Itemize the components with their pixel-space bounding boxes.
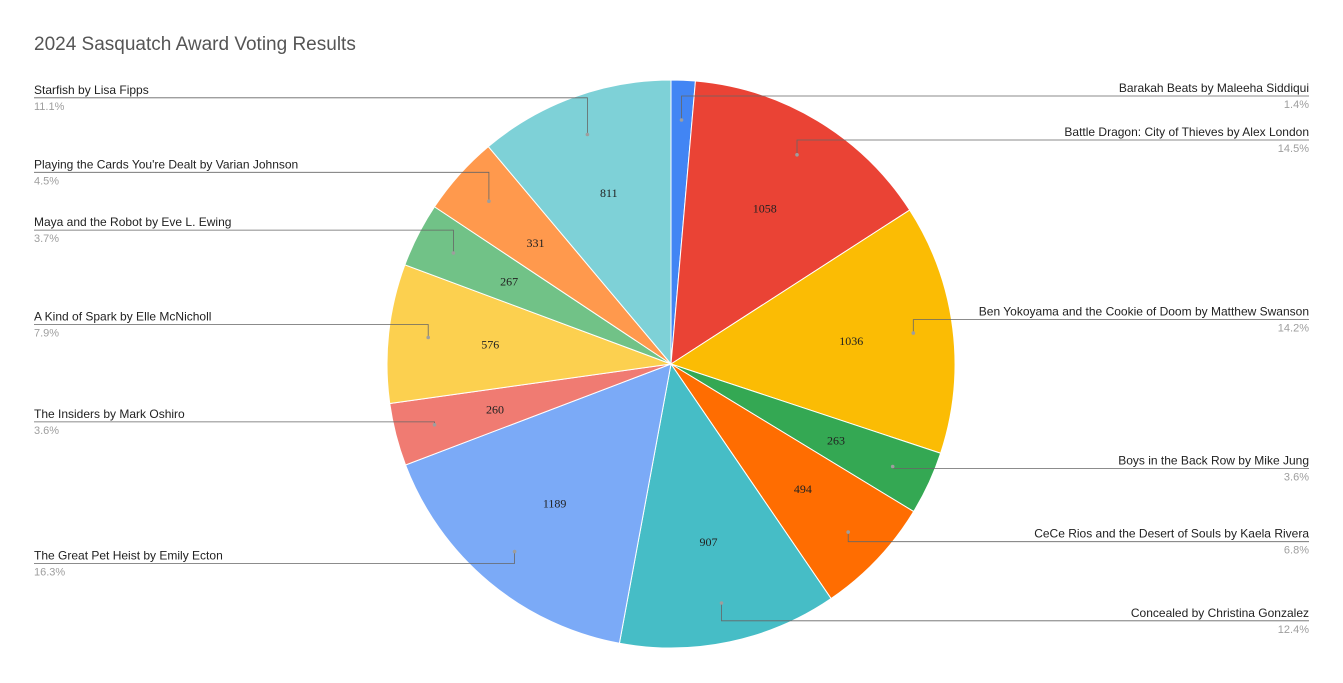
leader-line [34, 229, 454, 253]
leader-dot [679, 118, 684, 122]
slice-percent-label: 12.4% [1278, 624, 1309, 636]
leader-dot [890, 464, 895, 469]
slice-label: Maya and the Robot by Eve L. Ewing [34, 215, 231, 229]
slice-value-label: 907 [700, 535, 718, 549]
leader-dot [487, 199, 491, 203]
slice-label: Barakah Beats by Maleeha Siddiqui [1119, 81, 1309, 95]
leader-dot [512, 549, 517, 554]
leader-dot [846, 530, 850, 534]
slice-label: Starfish by Lisa Fipps [34, 83, 149, 97]
slice-value-label: 331 [527, 236, 545, 250]
slice-value-label: 576 [481, 337, 499, 351]
leader-dot [426, 335, 431, 340]
leader-dot [432, 423, 437, 427]
slice-value-labels: 1058 1036 263 494 907 1189 260 576 267 331 811 [481, 186, 863, 549]
leader-lines [34, 95, 1309, 622]
leader-dot [795, 153, 799, 157]
slice-label: Playing the Cards You're Dealt by Varian… [34, 157, 298, 171]
slice-label: Concealed by Christina Gonzalez [1131, 606, 1309, 620]
pie-slice [404, 363, 672, 644]
leader-line [847, 532, 1309, 543]
leader-line [721, 603, 1309, 622]
pie-slice [386, 264, 672, 405]
slice-percent-label: 7.9% [34, 328, 59, 340]
leader-line [34, 421, 435, 425]
slice-percent-label: 6.8% [1284, 545, 1309, 557]
slice-value-label: 494 [794, 482, 812, 496]
leader-line [34, 324, 429, 338]
leader-line [796, 139, 1309, 155]
slice-label: CeCe Rios and the Desert of Souls by Kae… [1034, 527, 1309, 541]
pie-slices [386, 79, 956, 649]
slice-value-label: 811 [600, 186, 618, 200]
slice-label: Battle Dragon: City of Thieves by Alex L… [1064, 125, 1309, 139]
slice-value-label: 263 [827, 433, 845, 447]
slice-value-label: 1189 [543, 497, 567, 511]
slice-value-label: 1058 [753, 201, 777, 215]
slice-percent-label: 11.1% [34, 101, 65, 113]
slice-percent-label: 3.6% [34, 425, 59, 437]
pie-slice [670, 363, 915, 600]
pie-slice [670, 80, 911, 365]
slice-label: A Kind of Spark by Elle McNicholl [34, 310, 211, 324]
slice-percent-label: 3.6% [1284, 471, 1309, 483]
leader-line [912, 319, 1309, 334]
slice-percent-label: 1.4% [1284, 99, 1309, 111]
leader-line [34, 97, 588, 135]
slice-label: Ben Yokoyama and the Cookie of Doom by M… [979, 305, 1309, 319]
slice-label: The Great Pet Heist by Emily Ecton [34, 548, 223, 562]
slice-value-label: 267 [500, 274, 518, 288]
leader-line [34, 171, 490, 202]
pie-slice [669, 209, 956, 454]
slice-percent-label: 14.5% [1278, 143, 1309, 155]
pie-slice [487, 79, 672, 366]
slice-percent-label: 3.7% [34, 233, 59, 245]
slice-value-label: 1036 [839, 334, 863, 348]
slice-legend-labels: Barakah Beats by Maleeha Siddiqui 1.4% Bat… [34, 81, 1309, 636]
pie-slice [618, 362, 832, 649]
leader-line [681, 95, 1309, 120]
slice-label: Boys in the Back Row by Mike Jung [1118, 453, 1309, 467]
slice-value-label: 260 [486, 402, 504, 416]
leader-dot [719, 601, 724, 605]
slice-percent-label: 16.3% [34, 566, 65, 578]
chart-title: 2024 Sasquatch Award Voting Results [34, 34, 356, 55]
leader-dot [585, 132, 590, 137]
leader-dot [911, 331, 916, 335]
leader-dot [451, 251, 456, 255]
slice-percent-label: 4.5% [34, 175, 59, 187]
leader-line [34, 551, 515, 564]
slice-label: The Insiders by Mark Oshiro [34, 407, 185, 421]
slice-percent-label: 14.2% [1278, 323, 1309, 335]
